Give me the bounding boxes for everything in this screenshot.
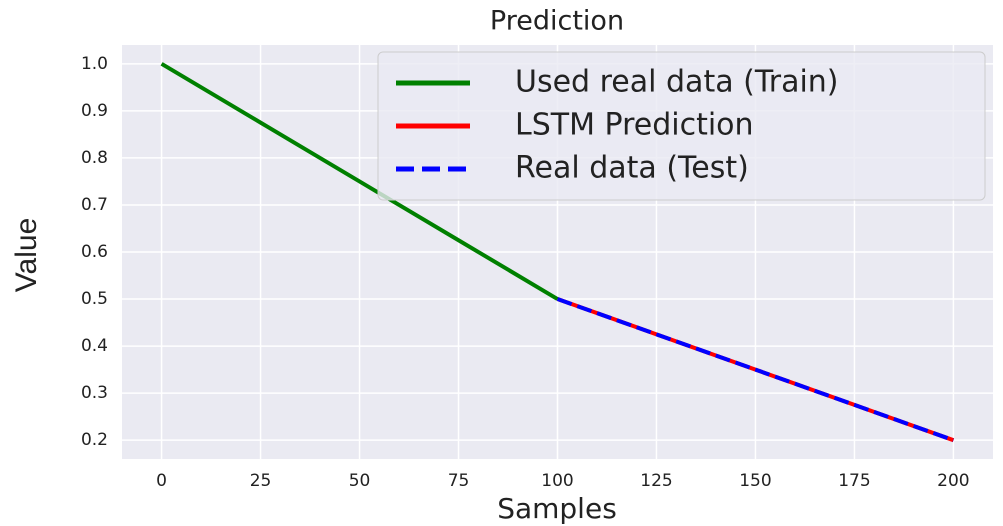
line-series xyxy=(160,62,559,301)
x-tick-label: 125 xyxy=(640,471,672,491)
x-axis-label: Samples xyxy=(497,492,617,525)
legend-label: Used real data (Train) xyxy=(515,65,839,100)
y-tick-label: 0.7 xyxy=(81,195,108,215)
line-series xyxy=(556,297,955,443)
y-tick-label: 0.6 xyxy=(81,242,108,262)
y-tick-label: 1.0 xyxy=(81,54,108,74)
y-tick-label: 0.9 xyxy=(81,101,108,121)
legend-box xyxy=(377,51,986,201)
y-tick-label: 0.8 xyxy=(81,148,108,168)
y-axis-label: Value xyxy=(10,218,43,293)
x-tick-label: 75 xyxy=(448,471,470,491)
x-tick-label: 25 xyxy=(250,471,272,491)
chart-title: Prediction xyxy=(490,6,624,37)
x-tick-label: 50 xyxy=(349,471,371,491)
x-tick-label: 0 xyxy=(156,471,167,491)
legend-label: Real data (Test) xyxy=(515,151,749,186)
x-tick-label: 100 xyxy=(541,471,573,491)
y-tick-label: 0.2 xyxy=(81,430,108,450)
x-tick-label: 150 xyxy=(739,471,771,491)
legend-label: LSTM Prediction xyxy=(515,108,754,143)
y-tick-label: 0.5 xyxy=(81,289,108,309)
x-tick-label: 175 xyxy=(838,471,870,491)
y-tick-label: 0.4 xyxy=(81,336,108,356)
y-tick-label: 0.3 xyxy=(81,383,108,403)
x-tick-label: 200 xyxy=(937,471,969,491)
